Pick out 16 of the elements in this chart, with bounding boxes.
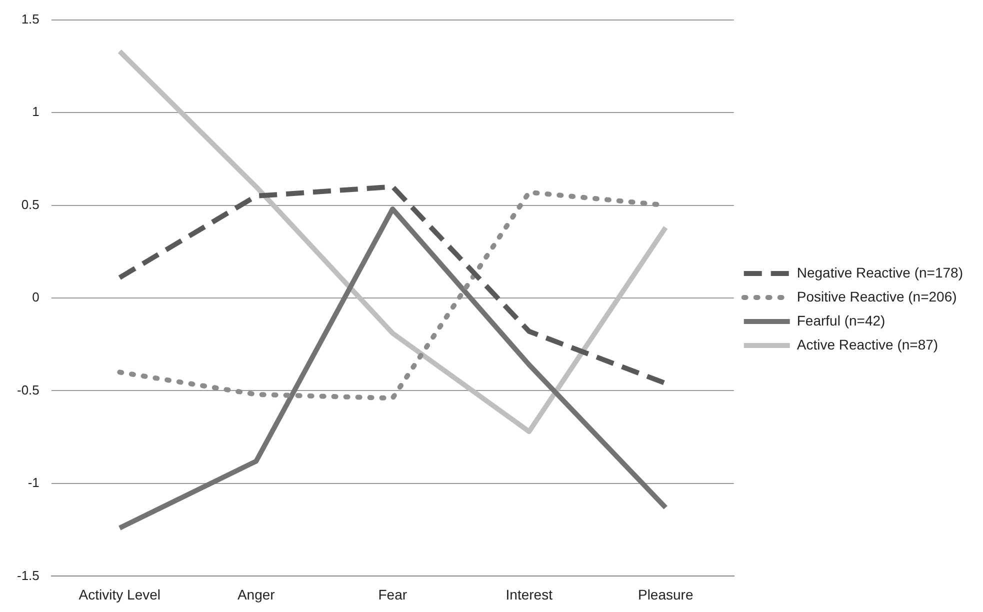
x-tick-label: Pleasure — [638, 586, 694, 602]
y-tick-label: 0 — [32, 290, 40, 305]
y-tick-label: 1.5 — [21, 11, 40, 26]
y-tick-label: -1 — [28, 475, 40, 490]
legend-label: Active Reactive (n=87) — [796, 336, 938, 352]
x-tick-label: Fear — [378, 586, 408, 602]
legend-label: Fearful (n=42) — [796, 312, 886, 328]
legend-label: Negative Reactive (n=178) — [796, 264, 964, 280]
legend-label: Positive Reactive (n=206) — [796, 288, 957, 304]
y-tick-label: 1 — [32, 104, 40, 120]
y-tick-label: -0.5 — [16, 382, 40, 398]
x-tick-label: Activity Level — [78, 586, 160, 602]
y-tick-label: 0.5 — [21, 196, 40, 212]
x-tick-label: Anger — [237, 586, 276, 602]
y-tick-label: -1.5 — [16, 568, 40, 583]
x-tick-label: Interest — [506, 586, 553, 602]
